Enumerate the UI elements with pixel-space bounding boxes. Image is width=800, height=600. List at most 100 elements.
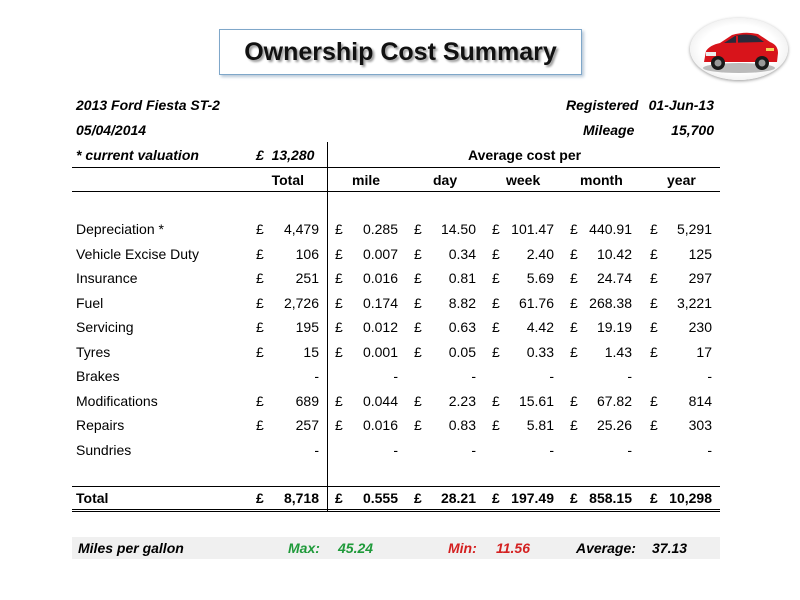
row-label: Tyres [76,343,111,360]
currency-symbol: £ [414,417,422,433]
col-header-year: year [667,172,696,188]
cell-total: 689 [295,392,319,409]
currency-symbol: £ [414,343,422,360]
cell-week: 101.47 [511,221,554,237]
mpg-min-value: 11.56 [496,540,530,556]
cell-year: 303 [688,417,712,433]
cell-day: 0.05 [448,343,476,360]
cell-month: 25.26 [596,417,632,433]
cell-month: 10.42 [596,245,632,262]
currency-symbol: £ [414,294,422,311]
page-title: Ownership Cost Summary [244,37,557,66]
cell-total: 257 [295,417,319,433]
currency-symbol: £ [492,417,500,433]
currency-symbol: £ [414,319,422,335]
currency-symbol: £ [570,221,578,237]
currency-symbol: £ [650,319,658,335]
cell-day: - [471,368,476,384]
total-day: 28.21 [440,490,476,506]
cell-month: 1.43 [604,343,632,360]
row-label: Vehicle Excise Duty [76,245,199,262]
row-label: Insurance [76,270,138,286]
currency-symbol: £ [492,294,500,311]
currency-symbol: £ [650,270,658,286]
total-label: Total [76,490,109,506]
cell-mile: 0.016 [362,270,398,286]
currency-symbol: £ [414,270,422,286]
car-image [690,18,788,80]
cell-week: 61.76 [518,294,554,311]
cell-mile: 0.007 [362,245,398,262]
row-label: Depreciation * [76,221,164,237]
currency-symbol: £ [570,294,578,311]
cell-week: 0.33 [526,343,554,360]
cell-total: - [314,368,319,384]
currency-symbol: £ [492,319,500,335]
currency-symbol: £ [650,221,658,237]
mileage-value: 15,700 [671,122,714,138]
cell-week: 4.42 [526,319,554,335]
cell-week: 2.40 [526,245,554,262]
cell-mile: 0.285 [362,221,398,237]
cell-year: 3,221 [676,294,712,311]
cell-month: 67.82 [596,392,632,409]
cell-month: 268.38 [589,294,632,311]
currency-symbol: £ [335,221,343,237]
mpg-label: Miles per gallon [78,540,184,556]
currency-symbol: £ [414,490,422,506]
red-hatchback-car-icon [703,32,778,73]
cell-month: 24.74 [596,270,632,286]
currency-symbol: £ [335,319,343,335]
total-year: 10,298 [669,490,712,506]
cell-day: 14.50 [440,221,476,237]
total-week: 197.49 [511,490,554,506]
cell-day: 8.82 [448,294,476,311]
cell-mile: 0.044 [362,392,398,409]
col-header-day: day [433,172,458,188]
currency-symbol: £ [256,294,264,311]
cell-month: 19.19 [596,319,632,335]
report-date: 05/04/2014 [76,122,147,138]
mpg-max-label: Max: [288,540,320,556]
column-divider [327,142,328,511]
currency-symbol: £ [335,270,343,286]
currency-symbol: £ [570,245,578,262]
currency-symbol: £ [492,490,500,506]
currency-symbol: £ [256,343,264,360]
currency-symbol: £ [256,417,264,433]
currency-symbol: £ [335,245,343,262]
cell-year: 230 [688,319,712,335]
currency-symbol: £ [335,417,343,433]
row-label: Servicing [76,319,134,335]
cell-month: 440.91 [589,221,632,237]
col-header-mile: mile [352,172,381,188]
cell-mile: - [393,368,398,384]
currency-symbol: £ [570,319,578,335]
currency-symbol: £ [650,343,658,360]
mpg-average-value: 37.13 [652,540,688,556]
cell-mile: 0.001 [362,343,398,360]
row-label: Modifications [76,392,158,409]
cell-day: - [471,441,476,458]
currency-symbol: £ [256,221,264,237]
divider [72,486,720,487]
mileage-label: Mileage [583,122,635,138]
cell-month: - [627,368,632,384]
currency-symbol: £ [335,343,343,360]
cell-total: 4,479 [283,221,319,237]
total-month: 858.15 [589,490,632,506]
currency-symbol: £ [335,294,343,311]
registered-value: 01-Jun-13 [648,97,714,113]
row-label: Fuel [76,294,104,311]
cell-year: 297 [688,270,712,286]
currency-symbol: £ [414,245,422,262]
currency-symbol: £ [492,343,500,360]
title-box: Ownership Cost Summary [219,29,582,75]
col-header-week: week [506,172,541,188]
cell-week: 5.81 [526,417,554,433]
divider [72,191,720,192]
mpg-average-label: Average: [576,540,636,556]
currency-symbol: £ [570,417,578,433]
car-model: 2013 Ford Fiesta ST-2 [76,97,220,113]
cell-year: 5,291 [676,221,712,237]
